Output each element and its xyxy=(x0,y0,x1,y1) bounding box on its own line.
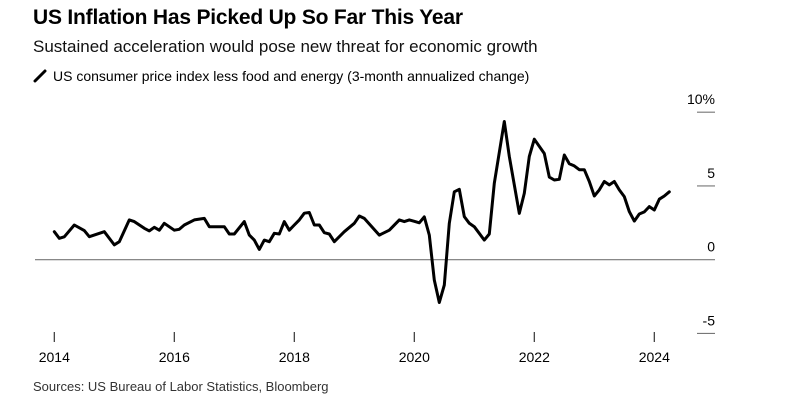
y-tick-label: 5 xyxy=(707,165,715,181)
legend: US consumer price index less food and en… xyxy=(33,68,529,84)
x-tick-label: 2024 xyxy=(639,349,670,365)
y-tick-label: 0 xyxy=(707,239,715,255)
x-tick-label: 2016 xyxy=(159,349,190,365)
legend-line-icon xyxy=(33,69,47,83)
y-tick-label: -5 xyxy=(703,312,716,328)
source-note: Sources: US Bureau of Labor Statistics, … xyxy=(33,379,329,394)
legend-label: US consumer price index less food and en… xyxy=(53,68,530,84)
series-line-core-cpi xyxy=(52,120,671,304)
chart-title: US Inflation Has Picked Up So Far This Y… xyxy=(33,6,463,29)
x-tick-label: 2020 xyxy=(399,349,430,365)
x-tick-label: 2022 xyxy=(519,349,550,365)
x-tick-label: 2014 xyxy=(39,349,70,365)
chart-subtitle: Sustained acceleration would pose new th… xyxy=(33,37,538,56)
y-tick-label: 10% xyxy=(687,91,715,107)
x-tick-label: 2018 xyxy=(279,349,310,365)
